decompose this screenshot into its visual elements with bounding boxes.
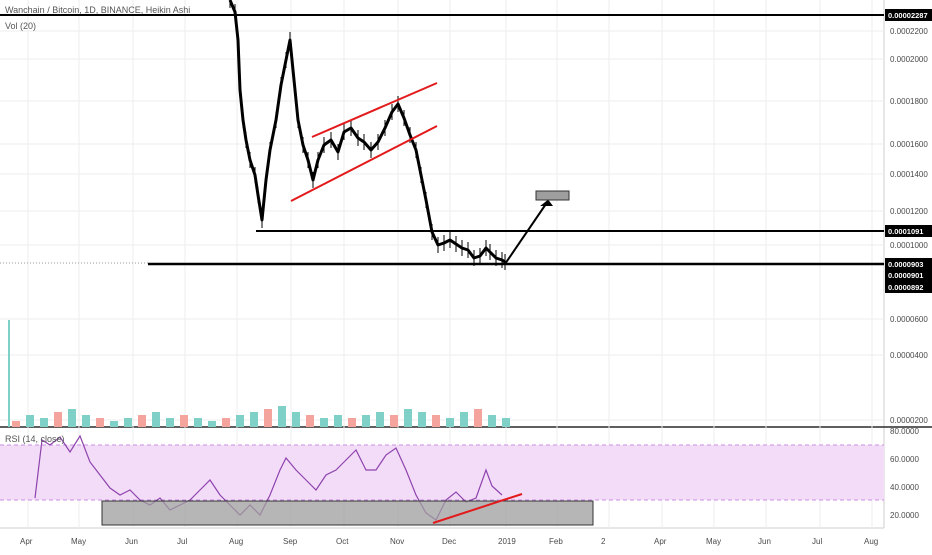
- price-tag-text: 0.00002287: [888, 11, 928, 20]
- price-tick-label: 0.0002000: [890, 55, 928, 64]
- volume-bar: [474, 409, 482, 427]
- volume-label: Vol (20): [5, 21, 37, 31]
- volume-bar: [166, 418, 174, 427]
- channel-upper-line: [311, 82, 438, 138]
- time-tick-label: Jul: [177, 537, 187, 546]
- channel-lower-line: [290, 125, 438, 202]
- volume-bar: [250, 412, 258, 427]
- rsi-tick-label: 80.0000: [890, 427, 919, 436]
- price-tag-box: [885, 9, 932, 21]
- rsi-tick-label: 60.0000: [890, 455, 919, 464]
- volume-bar: [348, 418, 356, 427]
- volume-bar: [68, 409, 76, 427]
- volume-bar: [278, 406, 286, 427]
- chart-title: Wanchain / Bitcoin, 1D, BINANCE, Heikin …: [5, 5, 191, 15]
- volume-bar: [138, 415, 146, 427]
- time-tick-label: Jun: [758, 537, 771, 546]
- price-tick-label: 0.0000400: [890, 351, 928, 360]
- price-tag-text: 0.0001091: [888, 227, 923, 236]
- projection-arrow-line: [504, 200, 549, 265]
- price-tick-label: 0.0002200: [890, 27, 928, 36]
- volume-bar: [418, 412, 426, 427]
- volume-bar: [222, 418, 230, 427]
- rsi-trendline: [432, 493, 523, 524]
- price-tag-text: 0.0000901: [888, 271, 923, 280]
- price-tag-text: 0.0000892: [888, 283, 923, 292]
- volume-bar: [54, 412, 62, 427]
- rsi-zone-box: [101, 500, 594, 526]
- volume-bar: [376, 412, 384, 427]
- volume-bar: [488, 415, 496, 427]
- rsi-tick-label: 20.0000: [890, 511, 919, 520]
- rsi-layer: [0, 434, 884, 526]
- price-tick-label: 0.0001600: [890, 140, 928, 149]
- level-layer: [0, 14, 884, 266]
- volume-bar: [502, 418, 510, 427]
- volume-bar: [40, 418, 48, 427]
- price-tick-label: 0.0001800: [890, 97, 928, 106]
- volume-bar: [320, 418, 328, 427]
- price-tag-box: [885, 281, 932, 293]
- time-tick-label: Oct: [336, 537, 349, 546]
- volume-bar: [432, 415, 440, 427]
- price-tick-label: 0.0001000: [890, 241, 928, 250]
- time-tick-label: May: [71, 537, 86, 546]
- price-tag-box: [885, 225, 932, 237]
- volume-bar: [334, 415, 342, 427]
- price-tag-text: 0.0000903: [888, 260, 923, 269]
- volume-bar: [404, 409, 412, 427]
- time-tick-label: Jul: [812, 537, 822, 546]
- volume-bar: [264, 409, 272, 427]
- volume-bar: [180, 415, 188, 427]
- price-tick-label: 0.0001200: [890, 207, 928, 216]
- volume-bar: [446, 418, 454, 427]
- time-tick-label: 2019: [498, 537, 516, 546]
- volume-bar: [152, 412, 160, 427]
- time-tick-label: Sep: [283, 537, 298, 546]
- volume-bar: [306, 415, 314, 427]
- time-tick-label: Apr: [654, 537, 667, 546]
- rsi-band: [0, 445, 884, 500]
- price-tag-box: [885, 269, 932, 281]
- volume-bar: [124, 418, 132, 427]
- volume-bar: [12, 421, 20, 427]
- volume-bar: [96, 418, 104, 427]
- volume-spike-bar: [8, 320, 10, 427]
- price-tick-label: 0.0001400: [890, 170, 928, 179]
- time-tick-label: May: [706, 537, 721, 546]
- volume-bar: [194, 418, 202, 427]
- rsi-tick-label: 40.0000: [890, 483, 919, 492]
- time-tick-label: 2: [601, 537, 606, 546]
- time-tick-label: Aug: [229, 537, 243, 546]
- axis-layer: 0.0002200 0.0002000 0.0001800 0.0001600 0.00…: [20, 27, 928, 546]
- tag-layer: 0.00002287 0.0001091 0.0000903 0.0000901 0.0…: [885, 9, 932, 293]
- volume-bar: [292, 412, 300, 427]
- candle-layer: [228, 0, 506, 270]
- volume-bar: [460, 412, 468, 427]
- time-tick-label: Dec: [442, 537, 456, 546]
- volume-layer: [8, 320, 510, 427]
- volume-bar: [110, 421, 118, 427]
- price-tick-label: 0.0000200: [890, 416, 928, 425]
- volume-bar: [236, 415, 244, 427]
- time-tick-label: Nov: [390, 537, 404, 546]
- volume-bar: [390, 415, 398, 427]
- time-tick-label: Feb: [549, 537, 563, 546]
- time-tick-label: Apr: [20, 537, 33, 546]
- rsi-label: RSI (14, close): [5, 434, 65, 444]
- price-tick-label: 0.0000600: [890, 315, 928, 324]
- channel-layer: [290, 82, 570, 265]
- target-box: [535, 190, 570, 201]
- volume-bar: [362, 415, 370, 427]
- time-tick-label: Jun: [125, 537, 138, 546]
- volume-bar: [82, 415, 90, 427]
- volume-bar: [26, 415, 34, 427]
- time-tick-label: Aug: [864, 537, 878, 546]
- price-tag-box: [885, 258, 932, 270]
- volume-bar: [208, 421, 216, 427]
- projection-arrow-head: [540, 199, 553, 206]
